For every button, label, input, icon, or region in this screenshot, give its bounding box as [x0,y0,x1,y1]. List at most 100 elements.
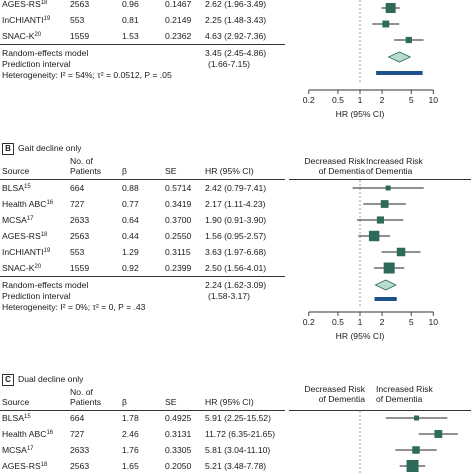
summary-label: Random-effects model [2,48,89,58]
heterogeneity-stat: Heterogeneity: I² = 0%; τ² = 0, P = .43 [2,302,146,312]
study-estimate-box [405,36,412,44]
x-tick-label: 2 [380,95,385,105]
row-n: 553 [70,247,85,257]
study-estimate-box [396,247,406,257]
row-se: 0.3131 [165,429,192,439]
row-se: 0.5714 [165,183,192,193]
row-beta: 1.53 [122,31,139,41]
prediction-interval-bar [374,297,397,301]
row-source: MCSA17 [2,215,34,225]
row-source: InCHIANTI19 [2,15,51,25]
row-se: 0.2399 [165,263,192,273]
study-estimate-box [368,230,380,242]
study-estimate-box [414,415,420,421]
x-tick-label: 2 [380,317,385,327]
column-header-source: Source [2,166,30,176]
row-beta: 0.77 [122,199,139,209]
row-hr: 2.62 (1.96-3.49) [205,0,267,9]
prediction-hr: (1.58-3.17) [208,291,251,301]
prediction-interval-bar [376,71,423,75]
table-divider [0,44,285,45]
study-estimate-box [412,446,420,454]
row-source: Health ABC16 [2,199,54,209]
row-se: 0.2050 [165,461,192,471]
panel-label: B [2,143,14,155]
row-source: AGES-RS18 [2,0,48,9]
row-se: 0.3700 [165,215,192,225]
forest-plot-b: 0.2 0.5 1 2 5 10 HR (95% CI) [303,180,439,341]
row-source: SNAC-K20 [2,31,42,41]
study-estimate-box [382,20,390,28]
row-source: AGES-RS18 [2,461,48,471]
row-n: 2563 [70,461,90,471]
x-tick-label: 5 [409,317,414,327]
row-beta: 1.65 [122,461,139,471]
row-hr: 2.17 (1.11-4.23) [205,199,266,209]
summary-label: Random-effects model [2,280,89,290]
x-tick-label: 0.5 [332,317,344,327]
row-se: 0.2362 [165,31,192,41]
pooled-estimate-diamond [387,51,412,63]
row-beta: 1.29 [122,247,139,257]
row-source: AGES-RS18 [2,231,48,241]
column-header-se: SE [165,166,177,176]
table-header-rule [0,179,285,180]
increased-risk-label: Increased Risk of Dementia [376,384,433,404]
row-source: InCHIANTI19 [2,247,51,257]
row-n: 727 [70,429,85,439]
summary-hr: 3.45 (2.45-4.86) [205,48,267,58]
row-hr: 2.42 (0.79-7.41) [205,183,267,193]
column-header-beta: β [122,166,127,176]
row-n: 664 [70,183,85,193]
study-estimate-box [406,460,419,472]
study-estimate-box [383,262,395,274]
row-source: BLSA15 [2,183,31,193]
row-se: 0.3419 [165,199,192,209]
row-beta: 0.64 [122,215,139,225]
row-hr: 1.90 (0.91-3.90) [205,215,267,225]
column-header-n: No. of Patients [70,387,102,407]
increased-risk-label: Increased Risk of Dementia [366,156,423,176]
row-source: MCSA17 [2,445,34,455]
study-estimate-box [385,185,391,191]
x-tick-label: 10 [429,317,439,327]
row-hr: 2.50 (1.56-4.01) [205,263,267,273]
row-se: 0.3115 [165,247,191,257]
row-n: 727 [70,199,85,209]
panel-label: C [2,374,14,386]
decreased-risk-label: Decreased Risk of Dementia [304,156,365,176]
column-header-beta: β [122,397,127,407]
row-beta: 1.76 [122,445,139,455]
row-hr: 11.72 (6.35-21.65) [205,429,276,439]
panel-title: Dual decline only [18,374,84,384]
row-n: 2563 [70,231,90,241]
row-n: 2633 [70,445,90,455]
x-axis-label: HR (95% CI) [336,331,385,341]
column-header-hr: HR (95% CI) [205,166,254,176]
table-header-rule [0,410,285,411]
x-tick-label: 0.2 [303,317,315,327]
pooled-estimate-diamond [374,279,397,291]
study-estimate-box [376,216,385,224]
prediction-label: Prediction interval [2,59,71,69]
row-n: 664 [70,413,85,423]
row-n: 553 [70,15,85,25]
panel-title: Gait decline only [18,143,82,153]
row-se: 0.3305 [165,445,192,455]
row-n: 1559 [70,31,90,41]
row-n: 2563 [70,0,90,9]
row-hr: 4.63 (2.92-7.36) [205,31,267,41]
row-beta: 1.78 [122,413,139,423]
row-source: BLSA15 [2,413,31,423]
study-estimate-box [380,200,389,208]
prediction-label: Prediction interval [2,291,71,301]
row-beta: 0.96 [122,0,139,9]
x-axis-label: HR (95% CI) [336,109,385,119]
row-beta: 0.81 [122,15,139,25]
forest-plot-c [359,411,458,474]
row-se: 0.4925 [165,413,192,423]
x-tick-label: 5 [409,95,414,105]
x-tick-label: 1 [358,317,363,327]
column-header-se: SE [165,397,177,407]
decreased-risk-label: Decreased Risk of Dementia [304,384,365,404]
